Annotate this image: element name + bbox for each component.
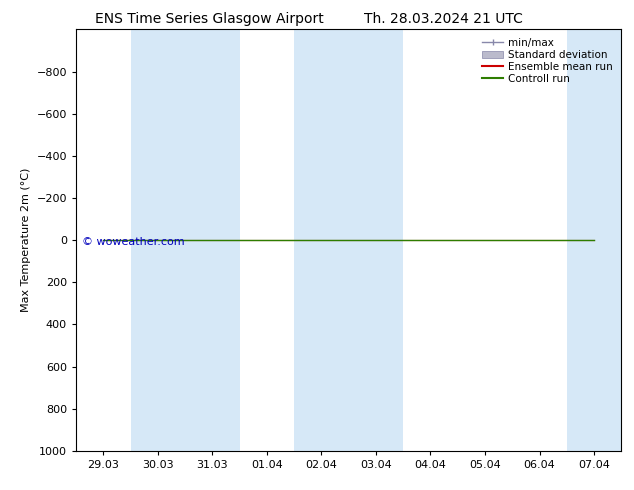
Legend: min/max, Standard deviation, Ensemble mean run, Controll run: min/max, Standard deviation, Ensemble me… — [479, 35, 616, 87]
Text: ENS Time Series Glasgow Airport: ENS Time Series Glasgow Airport — [95, 12, 323, 26]
Bar — [131, 29, 240, 451]
Text: Th. 28.03.2024 21 UTC: Th. 28.03.2024 21 UTC — [365, 12, 523, 26]
Text: © woweather.com: © woweather.com — [82, 237, 184, 247]
Bar — [567, 29, 621, 451]
Y-axis label: Max Temperature 2m (°C): Max Temperature 2m (°C) — [21, 168, 31, 312]
Bar — [294, 29, 403, 451]
